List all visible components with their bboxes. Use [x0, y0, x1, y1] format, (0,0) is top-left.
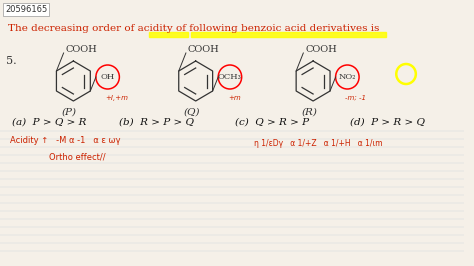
Text: COOH: COOH — [65, 44, 97, 53]
Text: (b)  R > P > Q: (b) R > P > Q — [119, 118, 194, 127]
Text: (R): (R) — [301, 108, 317, 117]
Text: Acidity ↑   -M α -1   α ε ωγ: Acidity ↑ -M α -1 α ε ωγ — [10, 136, 120, 145]
Text: 5.: 5. — [6, 56, 17, 66]
Text: η 1/εDγ   α 1/+Z   α 1/+H   α 1/ιm: η 1/εDγ α 1/+Z α 1/+H α 1/ιm — [255, 139, 383, 148]
Text: COOH: COOH — [188, 44, 219, 53]
Text: 20596165: 20596165 — [5, 5, 47, 14]
Text: (d)  P > R > Q: (d) P > R > Q — [350, 118, 425, 127]
Text: (P): (P) — [62, 108, 77, 117]
Bar — [191, 32, 386, 37]
Bar — [149, 32, 188, 37]
Text: +m: +m — [228, 95, 241, 101]
Text: (c)  Q > R > P: (c) Q > R > P — [235, 118, 309, 127]
Text: (Q): (Q) — [183, 108, 200, 117]
Text: NO₂: NO₂ — [338, 73, 356, 81]
Text: +I,+m: +I,+m — [106, 95, 128, 101]
Text: Ortho effect//: Ortho effect// — [49, 153, 106, 162]
Text: The decreasing order of acidity of following benzoic acid derivatives is: The decreasing order of acidity of follo… — [8, 24, 379, 33]
Text: (a)  P > Q > R: (a) P > Q > R — [12, 118, 86, 127]
Text: COOH: COOH — [305, 44, 337, 53]
Text: OH: OH — [100, 73, 115, 81]
Text: OCH₃: OCH₃ — [218, 73, 242, 81]
Text: -m; -1: -m; -1 — [346, 95, 366, 101]
